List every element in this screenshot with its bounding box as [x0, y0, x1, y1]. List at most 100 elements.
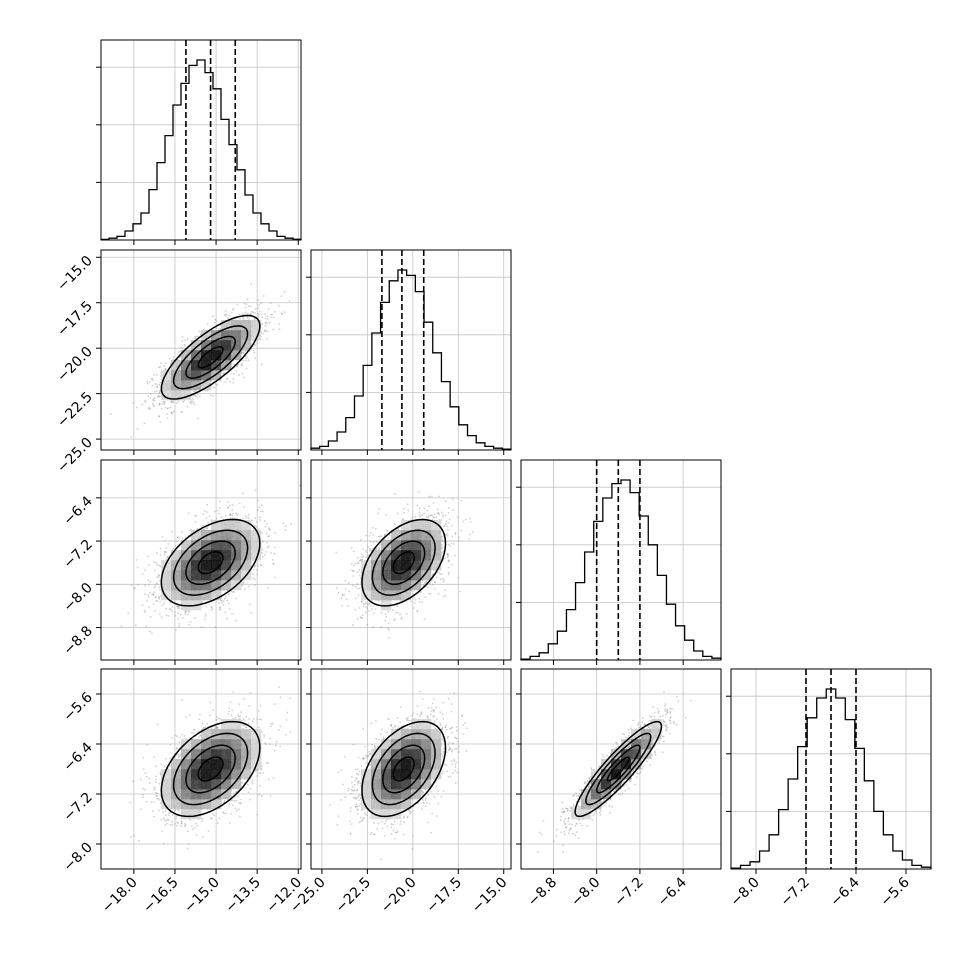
sample-point — [184, 611, 187, 613]
sample-point — [188, 610, 190, 613]
density-bin — [191, 360, 202, 371]
sample-point — [262, 540, 264, 543]
sample-point — [267, 545, 270, 548]
sample-point — [224, 310, 227, 313]
sample-point — [418, 507, 421, 510]
sample-point — [253, 343, 256, 346]
sample-point — [194, 514, 197, 517]
sample-point — [147, 606, 150, 608]
sample-point — [265, 532, 268, 535]
density-bin — [171, 580, 182, 591]
x-tick-label: −5.6 — [877, 874, 912, 909]
sample-point — [262, 295, 265, 297]
sample-point — [400, 616, 403, 619]
sample-point — [156, 386, 159, 388]
sample-point — [195, 515, 198, 517]
x-tick-label: −8.0 — [727, 875, 762, 910]
sample-point — [174, 614, 177, 617]
sample-point — [278, 328, 281, 331]
sample-point — [272, 328, 275, 331]
sample-point — [206, 503, 209, 506]
sample-point — [147, 579, 150, 582]
contour-line — [197, 346, 224, 369]
density-bin — [201, 560, 212, 571]
sample-point — [180, 531, 183, 534]
sample-point — [156, 383, 159, 386]
sample-point — [158, 597, 161, 600]
sample-point — [213, 510, 216, 513]
sample-point — [284, 525, 287, 528]
sample-point — [243, 505, 246, 508]
panel-frame — [100, 39, 302, 241]
sample-point — [202, 513, 205, 516]
sample-point — [254, 578, 256, 581]
sample-point — [254, 357, 256, 359]
density-bin — [231, 530, 242, 541]
sample-point — [163, 400, 166, 403]
sample-point — [171, 606, 174, 609]
sample-point — [217, 512, 220, 515]
sample-point — [264, 312, 266, 315]
sample-point — [152, 404, 155, 407]
sample-point — [229, 607, 231, 610]
sample-point — [213, 386, 216, 389]
sample-point — [147, 555, 150, 558]
sample-point — [160, 616, 163, 618]
sample-point — [242, 313, 245, 316]
sample-point — [232, 307, 235, 310]
sample-point — [166, 413, 168, 416]
sample-point — [204, 615, 207, 617]
sample-point — [370, 604, 373, 607]
sample-point — [260, 510, 262, 513]
sample-point — [298, 484, 301, 487]
sample-point — [218, 602, 220, 604]
sample-point — [225, 313, 228, 316]
sample-point — [189, 401, 192, 404]
sample-point — [194, 394, 197, 397]
sample-point — [419, 515, 422, 518]
density-bin — [191, 550, 202, 561]
sample-point — [229, 513, 232, 516]
density-panel-0-2 — [120, 484, 301, 635]
sample-point — [176, 536, 179, 539]
density-bin — [221, 580, 232, 591]
sample-point — [176, 540, 179, 542]
sample-point — [154, 585, 156, 588]
sample-point — [205, 605, 208, 608]
sample-point — [177, 351, 180, 354]
y-tick-label: −7.2 — [60, 537, 95, 572]
sample-point — [221, 599, 223, 602]
sample-point — [184, 611, 187, 614]
sample-point — [244, 515, 247, 517]
sample-point — [266, 330, 269, 333]
sample-point — [215, 517, 218, 520]
density-bin — [231, 540, 242, 551]
sample-point — [211, 315, 214, 317]
sample-point — [152, 594, 155, 596]
sample-point — [147, 407, 150, 410]
sample-point — [256, 573, 259, 576]
sample-point — [177, 612, 180, 615]
sample-point — [255, 521, 258, 524]
sample-point — [245, 367, 248, 370]
density-bin — [201, 350, 212, 361]
sample-point — [369, 548, 372, 550]
sample-point — [246, 298, 249, 301]
sample-point — [242, 581, 244, 584]
sample-point — [260, 504, 263, 507]
sample-point — [244, 311, 247, 314]
density-bin — [181, 560, 192, 571]
sample-point — [165, 368, 167, 371]
sample-point — [179, 350, 182, 353]
sample-point — [252, 577, 255, 580]
sample-point — [172, 356, 175, 358]
sample-point — [162, 400, 165, 403]
sample-point — [147, 596, 150, 598]
sample-point — [149, 397, 152, 399]
sample-point — [157, 395, 160, 398]
density-bin — [211, 570, 222, 581]
sample-point — [213, 321, 216, 324]
sample-point — [231, 509, 234, 512]
sample-point — [232, 372, 235, 375]
sample-point — [158, 394, 160, 397]
